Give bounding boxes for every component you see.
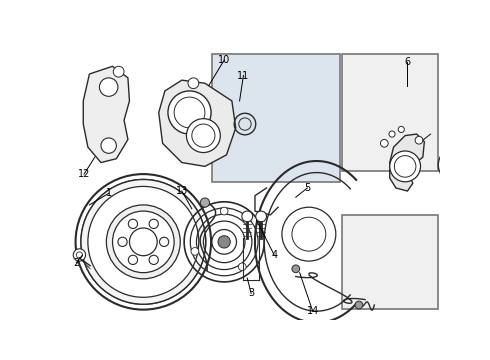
- Circle shape: [113, 66, 124, 77]
- Text: 3: 3: [248, 288, 254, 298]
- Circle shape: [398, 126, 404, 132]
- Bar: [342, 54, 438, 171]
- Circle shape: [149, 255, 158, 265]
- Circle shape: [355, 301, 363, 309]
- Circle shape: [128, 255, 138, 265]
- Text: 10: 10: [218, 55, 230, 65]
- Circle shape: [187, 119, 220, 153]
- Text: 6: 6: [404, 58, 411, 67]
- Circle shape: [73, 249, 86, 261]
- Circle shape: [256, 211, 267, 222]
- Polygon shape: [83, 66, 129, 163]
- Circle shape: [101, 138, 117, 153]
- Circle shape: [292, 265, 300, 273]
- Circle shape: [381, 139, 388, 147]
- Circle shape: [390, 151, 420, 182]
- Circle shape: [389, 131, 395, 137]
- Text: 13: 13: [176, 186, 188, 196]
- Circle shape: [88, 186, 199, 297]
- Polygon shape: [390, 134, 424, 191]
- Circle shape: [239, 263, 246, 271]
- Circle shape: [159, 237, 169, 247]
- Circle shape: [168, 91, 211, 134]
- Text: 4: 4: [271, 250, 277, 260]
- Circle shape: [488, 147, 490, 186]
- Circle shape: [468, 154, 490, 182]
- Circle shape: [106, 205, 180, 279]
- Circle shape: [128, 219, 138, 229]
- Bar: [212, 54, 340, 182]
- Text: 5: 5: [304, 183, 311, 193]
- Text: 11: 11: [237, 71, 249, 81]
- Circle shape: [113, 211, 174, 273]
- Circle shape: [188, 78, 199, 89]
- Polygon shape: [159, 80, 236, 166]
- Circle shape: [220, 207, 228, 215]
- Text: 14: 14: [307, 306, 319, 316]
- Circle shape: [200, 198, 210, 207]
- Circle shape: [99, 78, 118, 96]
- Circle shape: [149, 219, 158, 229]
- Circle shape: [81, 180, 206, 304]
- Circle shape: [438, 148, 472, 182]
- Circle shape: [129, 228, 157, 256]
- Text: 2: 2: [73, 258, 79, 267]
- Bar: [342, 215, 438, 309]
- Circle shape: [242, 211, 253, 222]
- Text: 1: 1: [106, 188, 112, 198]
- Circle shape: [191, 248, 199, 255]
- Text: 12: 12: [78, 169, 90, 179]
- Circle shape: [415, 136, 423, 144]
- Circle shape: [118, 237, 127, 247]
- Circle shape: [218, 236, 230, 248]
